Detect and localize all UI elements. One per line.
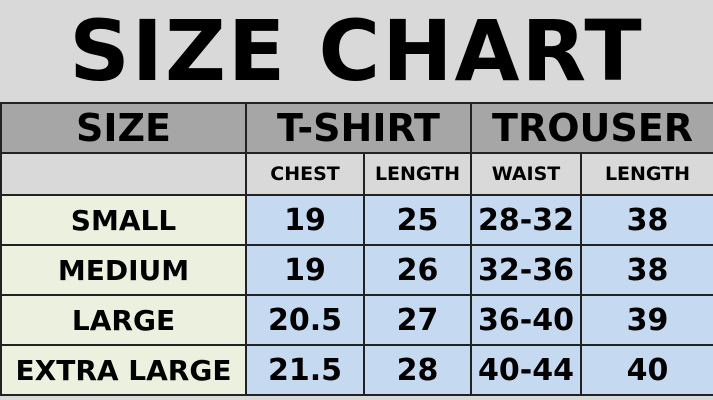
cell: 40-44 (470, 344, 582, 396)
cell: 26 (363, 244, 472, 296)
cell: 19 (245, 244, 365, 296)
page-title: SIZE CHART (0, 0, 713, 102)
size-label: LARGE (0, 294, 247, 346)
header-tshirt: T-SHIRT (245, 102, 472, 154)
cell: 28 (363, 344, 472, 396)
subheader-row: CHEST LENGTH WAIST LENGTH (0, 152, 713, 196)
header-row: SIZE T-SHIRT TROUSER (0, 102, 713, 154)
size-label: MEDIUM (0, 244, 247, 296)
cell: 32-36 (470, 244, 582, 296)
table-row: SMALL 19 25 28-32 38 (0, 194, 713, 246)
header-trouser: TROUSER (470, 102, 713, 154)
cell: 36-40 (470, 294, 582, 346)
cell: 21.5 (245, 344, 365, 396)
cell: 28-32 (470, 194, 582, 246)
cell: 27 (363, 294, 472, 346)
subheader-length: LENGTH (363, 152, 472, 196)
cell: 25 (363, 194, 472, 246)
cell: 19 (245, 194, 365, 246)
table-row: LARGE 20.5 27 36-40 39 (0, 294, 713, 346)
subheader-empty (0, 152, 247, 196)
subheader-waist: WAIST (470, 152, 582, 196)
cell: 38 (580, 194, 713, 246)
cell: 40 (580, 344, 713, 396)
size-label: SMALL (0, 194, 247, 246)
table-row: EXTRA LARGE 21.5 28 40-44 40 (0, 344, 713, 396)
table-row: MEDIUM 19 26 32-36 38 (0, 244, 713, 296)
cell: 38 (580, 244, 713, 296)
subheader-chest: CHEST (245, 152, 365, 196)
header-size: SIZE (0, 102, 247, 154)
size-chart-table: SIZE T-SHIRT TROUSER CHEST LENGTH WAIST … (0, 102, 713, 396)
size-label: EXTRA LARGE (0, 344, 247, 396)
cell: 39 (580, 294, 713, 346)
cell: 20.5 (245, 294, 365, 346)
subheader-length: LENGTH (580, 152, 713, 196)
